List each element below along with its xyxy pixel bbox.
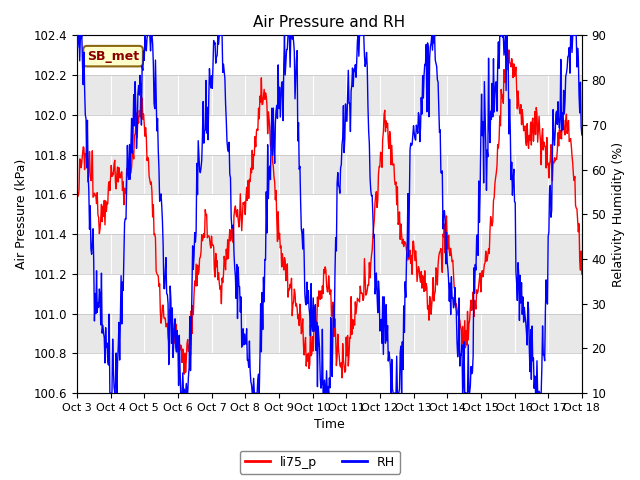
Bar [77,194,582,234]
Y-axis label: Air Pressure (kPa): Air Pressure (kPa) [15,159,28,269]
X-axis label: Time: Time [314,419,345,432]
Bar [77,274,582,313]
Legend: li75_p, RH: li75_p, RH [240,451,400,474]
Bar [77,313,582,353]
Bar [77,353,582,393]
Text: SB_met: SB_met [87,49,139,63]
Title: Air Pressure and RH: Air Pressure and RH [253,15,405,30]
Bar [77,234,582,274]
Bar [77,115,582,155]
Y-axis label: Relativity Humidity (%): Relativity Humidity (%) [612,142,625,287]
Bar [77,155,582,194]
Bar [77,36,582,75]
Bar [77,75,582,115]
